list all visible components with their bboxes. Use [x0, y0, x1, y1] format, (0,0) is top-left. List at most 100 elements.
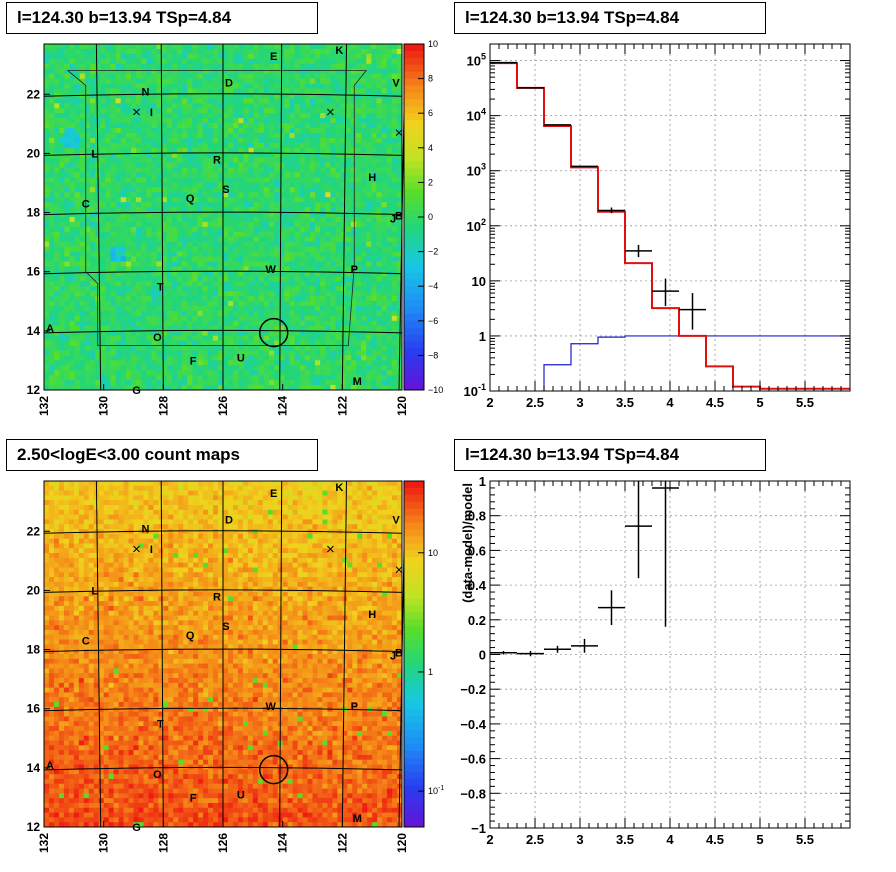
- map-pixel: [330, 73, 336, 79]
- map-pixel: [243, 128, 249, 134]
- map-pixel: [202, 123, 209, 129]
- map-pixel: [228, 305, 234, 312]
- map-pixel: [74, 202, 81, 208]
- map-pixel: [125, 192, 132, 198]
- map-pixel: [176, 370, 183, 376]
- map-pixel: [248, 48, 255, 55]
- map-pixel: [304, 147, 311, 154]
- map-pixel: [79, 335, 86, 341]
- map-pixel: [350, 48, 357, 55]
- map-pixel: [345, 310, 352, 317]
- map-pixel: [136, 93, 142, 99]
- map-pixel: [269, 221, 275, 228]
- map-pixel: [217, 103, 224, 109]
- map-pixel: [64, 53, 70, 60]
- map-pixel: [156, 132, 163, 139]
- map-pixel: [161, 172, 168, 178]
- map-pixel: [120, 305, 127, 312]
- map-pixel: [115, 231, 122, 238]
- map-pixel: [130, 187, 137, 193]
- map-pixel: [263, 187, 270, 193]
- map-pixel: [253, 340, 260, 346]
- map-pixel: [187, 63, 193, 70]
- map-pixel: [376, 226, 382, 233]
- map-pixel: [274, 202, 280, 208]
- map-pixel: [100, 98, 106, 104]
- map-pixel: [176, 182, 183, 188]
- map-pixel: [228, 246, 234, 252]
- map-pixel: [391, 44, 398, 50]
- map-pixel: [376, 271, 382, 277]
- map-pixel: [202, 325, 209, 332]
- map-pixel: [299, 281, 306, 287]
- map-pixel: [325, 48, 331, 55]
- map-pixel: [366, 266, 372, 272]
- map-pixel: [187, 197, 193, 203]
- map-pixel: [197, 128, 203, 134]
- map-pixel: [141, 246, 147, 252]
- map-pixel: [141, 63, 147, 70]
- map-pixel: [120, 246, 127, 252]
- map-pixel: [391, 137, 398, 144]
- map-pixel: [212, 360, 219, 366]
- map-pixel: [330, 93, 336, 99]
- map-pixel: [146, 315, 152, 322]
- map-pixel: [233, 73, 239, 79]
- map-pixel: [243, 73, 249, 79]
- map-pixel: [79, 375, 86, 381]
- map-pixel: [335, 385, 342, 391]
- map-pixel: [74, 375, 81, 381]
- map-pixel: [59, 305, 65, 312]
- map-pixel: [279, 103, 285, 109]
- map-pixel: [192, 340, 198, 346]
- map-pixel: [146, 207, 152, 213]
- map-pixel: [54, 286, 60, 292]
- map-pixel: [361, 192, 367, 198]
- map-pixel: [141, 157, 147, 164]
- map-pixel: [269, 276, 275, 282]
- map-pixel: [253, 335, 260, 341]
- map-pixel: [238, 380, 244, 386]
- map-pixel: [366, 330, 372, 337]
- map-pixel: [350, 177, 357, 183]
- map-pixel: [130, 301, 137, 307]
- map-pixel: [325, 226, 331, 233]
- map-pixel: [171, 113, 178, 119]
- map-pixel: [74, 157, 81, 164]
- map-pixel: [136, 123, 142, 129]
- map-pixel: [192, 73, 198, 79]
- map-pixel: [79, 385, 86, 391]
- map-pixel: [269, 212, 275, 218]
- map-pixel: [381, 207, 388, 213]
- map-pixel: [330, 271, 336, 277]
- map-pixel: [238, 350, 244, 356]
- map-pixel: [146, 291, 152, 297]
- map-pixel: [115, 108, 122, 114]
- map-pixel: [197, 286, 203, 292]
- map-pixel: [345, 271, 352, 277]
- map-pixel: [396, 207, 403, 213]
- map-pixel: [366, 246, 372, 252]
- map-pixel: [269, 217, 275, 223]
- parallel-line: [43, 93, 403, 97]
- map-pixel: [325, 118, 331, 124]
- map-pixel: [68, 481, 75, 487]
- map-pixel: [340, 226, 347, 233]
- map-pixel: [258, 276, 265, 282]
- map-pixel: [151, 301, 157, 307]
- map-pixel: [207, 68, 214, 75]
- map-pixel: [315, 147, 321, 154]
- map-pixel: [345, 118, 352, 124]
- map-pixel: [315, 231, 321, 238]
- map-pixel: [151, 350, 157, 356]
- map-pixel: [366, 231, 372, 238]
- map-pixel: [95, 88, 101, 94]
- map-pixel: [243, 58, 249, 65]
- map-pixel: [284, 286, 290, 292]
- map-pixel: [330, 142, 336, 149]
- map-pixel: [79, 192, 86, 198]
- map-pixel: [136, 271, 142, 277]
- map-pixel: [350, 365, 357, 371]
- map-pixel: [350, 187, 357, 193]
- map-pixel: [59, 53, 65, 60]
